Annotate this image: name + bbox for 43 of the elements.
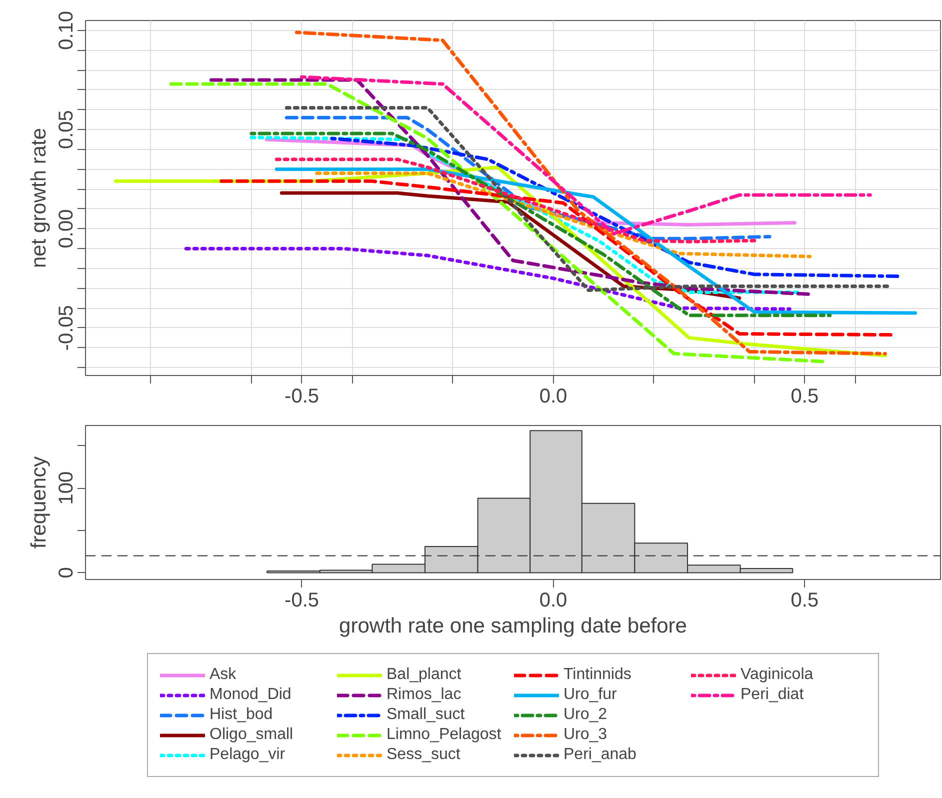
x-tick-label: 0.0	[539, 590, 568, 612]
line-series	[169, 82, 827, 364]
y-axis-title: net growth rate	[28, 128, 50, 268]
y-tick-label: 0	[56, 567, 78, 578]
x-tick-label: -0.5	[284, 386, 319, 408]
line-series	[274, 167, 918, 315]
legend-label: Peri_diat	[740, 686, 805, 704]
legend-label: Oligo_small	[210, 726, 294, 744]
x-tick-label: 0.5	[790, 590, 819, 612]
line-series	[300, 75, 872, 236]
y-tick-label: 0.10	[56, 10, 78, 50]
legend-label: Bal_planct	[386, 666, 462, 684]
x-tick-label: 0.5	[790, 386, 819, 408]
legend-label: Uro_2	[564, 706, 608, 724]
legend-label: Uro_fur	[564, 686, 618, 704]
x-tick-label: -0.5	[284, 590, 319, 612]
y-tick-label: -0.05	[56, 305, 78, 351]
y-axis-title: frequency	[28, 456, 50, 549]
y-tick-label: 0.05	[56, 110, 78, 150]
legend-label: Ask	[210, 666, 238, 684]
legend-label: Sess_suct	[386, 746, 462, 764]
legend-label: Small_suct	[386, 706, 466, 724]
legend-label: Uro_3	[564, 726, 608, 744]
line-series	[209, 78, 812, 296]
y-tick-label: 0.00	[56, 209, 78, 248]
x-tick-label: 0.0	[539, 386, 568, 408]
legend-label: Hist_bod	[210, 706, 274, 724]
line-series	[250, 132, 832, 318]
line-series	[294, 30, 887, 356]
line-series	[315, 171, 812, 258]
legend-label: Pelago_vir	[210, 746, 286, 764]
line-series	[184, 246, 792, 311]
legend-label: Tintinnids	[564, 666, 632, 684]
legend-label: Monod_Did	[210, 686, 292, 704]
legend-label: Rimos_lac	[386, 686, 462, 704]
y-tick-label: 100	[56, 471, 78, 505]
line-series	[274, 158, 756, 244]
line-series	[284, 116, 772, 240]
line-series	[250, 136, 802, 294]
legend-label: Limno_Pelagost	[386, 726, 502, 744]
legend-label: Vaginicola	[740, 666, 814, 684]
x-axis-title: growth rate one sampling date before	[339, 614, 687, 638]
legend-label: Peri_anab	[564, 746, 638, 764]
